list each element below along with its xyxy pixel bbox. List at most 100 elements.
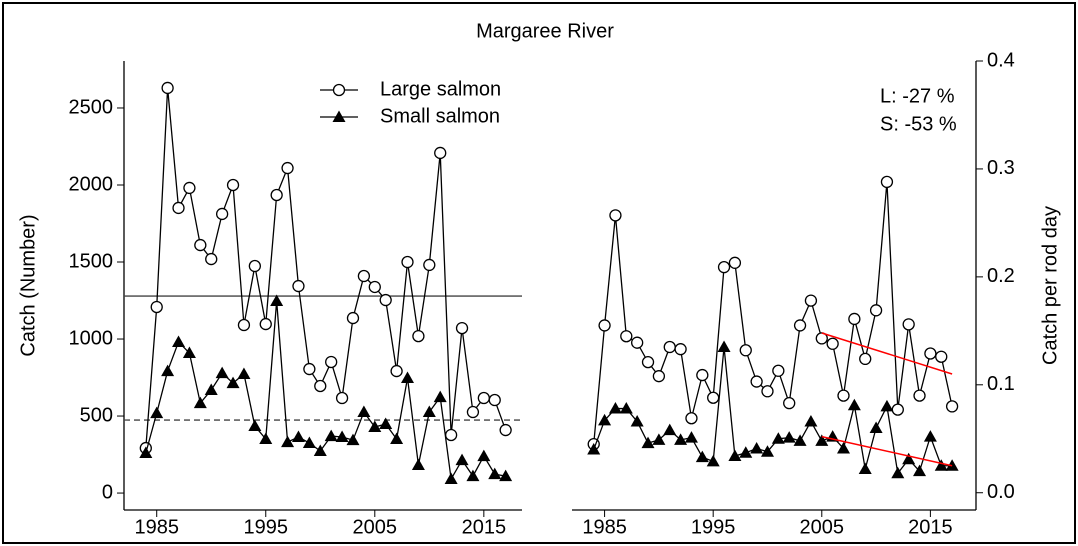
point — [717, 261, 731, 274]
point — [598, 413, 612, 426]
x-tick-label: 2015 — [462, 516, 507, 538]
point — [172, 201, 185, 215]
point — [411, 458, 425, 471]
point — [869, 421, 883, 433]
point — [325, 355, 338, 369]
point — [150, 406, 164, 419]
y-tick-label: 0.2 — [987, 265, 1015, 287]
trend-line — [821, 435, 953, 467]
y-tick-label: 0.4 — [987, 49, 1015, 71]
series-line — [145, 300, 506, 482]
point — [924, 347, 937, 360]
point — [259, 317, 272, 331]
point — [674, 343, 687, 356]
point — [782, 431, 796, 443]
legend-marker — [332, 83, 346, 97]
point — [292, 279, 305, 293]
point — [390, 364, 403, 378]
trend-line — [821, 332, 953, 375]
point — [891, 403, 904, 416]
point — [685, 412, 698, 425]
point — [695, 450, 709, 463]
point — [368, 420, 382, 432]
point — [172, 335, 186, 347]
point — [880, 399, 894, 412]
point — [346, 433, 360, 446]
point — [717, 340, 731, 353]
point — [357, 269, 371, 283]
point — [815, 434, 829, 446]
point — [422, 405, 436, 418]
point — [444, 472, 458, 485]
point — [237, 367, 251, 379]
point — [858, 462, 872, 474]
point — [902, 452, 916, 465]
point — [412, 329, 425, 343]
point — [772, 364, 785, 377]
point — [652, 370, 666, 383]
point — [204, 383, 218, 396]
point — [608, 402, 622, 414]
point — [707, 391, 720, 404]
point — [401, 255, 414, 269]
x-tick-label: 2015 — [908, 516, 953, 538]
point — [477, 391, 490, 405]
point — [609, 209, 622, 222]
point — [346, 311, 360, 325]
point — [826, 337, 839, 350]
y-axis-label: Catch per rod day — [1039, 206, 1061, 365]
point — [248, 259, 261, 273]
point — [739, 446, 753, 458]
point — [891, 466, 905, 479]
y-axis-label: Catch (Number) — [17, 214, 39, 356]
series-line — [145, 87, 507, 449]
point — [161, 81, 174, 95]
point — [379, 293, 392, 307]
point — [587, 443, 601, 455]
point — [684, 431, 698, 443]
point — [314, 379, 327, 393]
x-tick-label: 1995 — [691, 516, 736, 538]
point — [433, 390, 447, 403]
point — [215, 366, 229, 379]
point — [455, 453, 469, 466]
point — [313, 444, 327, 457]
point — [641, 436, 655, 449]
point — [619, 402, 633, 414]
legend-marker — [332, 110, 346, 122]
point — [663, 340, 676, 354]
point — [706, 454, 720, 467]
point — [880, 175, 894, 189]
point — [379, 417, 393, 430]
y-tick-label: 0.3 — [987, 157, 1015, 179]
legend-label: Small salmon — [380, 105, 500, 127]
point — [488, 393, 501, 407]
x-tick-label: 1995 — [244, 516, 289, 538]
point — [598, 319, 611, 332]
point — [302, 436, 316, 448]
point — [793, 319, 807, 332]
point — [270, 294, 284, 306]
y-tick-label: 1000 — [69, 327, 114, 349]
x-tick-label: 1985 — [134, 516, 179, 538]
point — [771, 432, 785, 444]
y-tick-label: 0.1 — [987, 373, 1015, 395]
point — [923, 430, 937, 442]
point — [477, 449, 491, 462]
point — [281, 435, 295, 448]
point — [259, 432, 273, 444]
point — [760, 445, 774, 457]
x-tick-label: 2005 — [353, 516, 398, 538]
point — [761, 385, 774, 398]
point — [194, 238, 207, 252]
point — [150, 300, 163, 314]
point — [215, 207, 229, 221]
point — [847, 398, 861, 411]
y-tick-label: 500 — [80, 404, 113, 426]
annotation: L: -27 % — [880, 85, 955, 107]
series-line — [593, 181, 953, 445]
point — [455, 321, 469, 335]
y-tick-label: 0.0 — [987, 481, 1015, 503]
y-tick-label: 2000 — [69, 173, 114, 195]
